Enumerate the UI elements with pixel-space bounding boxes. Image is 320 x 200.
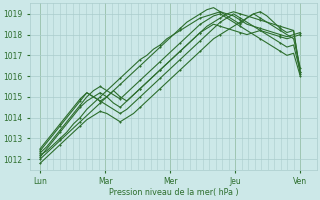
X-axis label: Pression niveau de la mer( hPa ): Pression niveau de la mer( hPa ) — [108, 188, 238, 197]
